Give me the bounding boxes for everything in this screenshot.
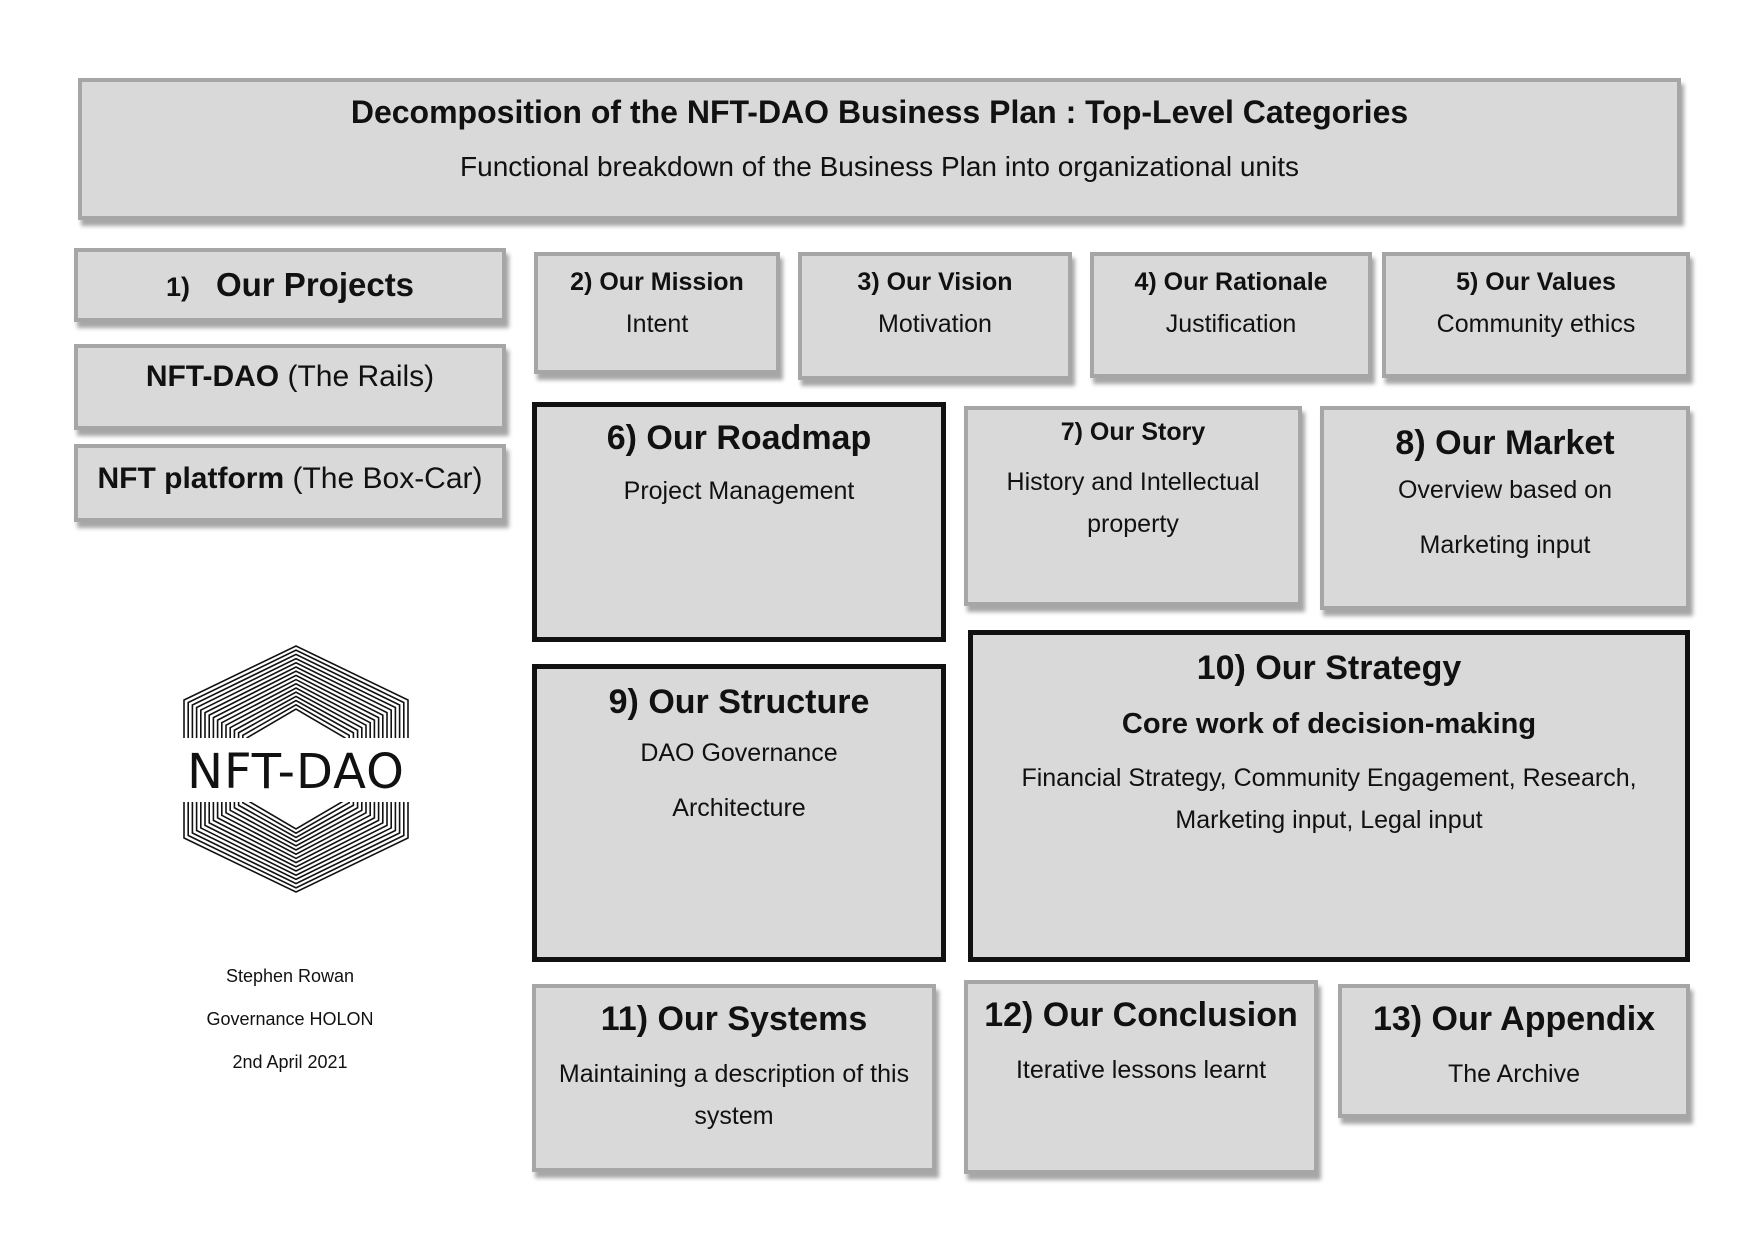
appendix-box: 13) Our Appendix The Archive [1338, 984, 1690, 1118]
market-box: 8) Our Market Overview based on Marketin… [1320, 406, 1690, 610]
logo-line [225, 790, 367, 851]
logo-line [208, 670, 384, 750]
systems-sub-1: Maintaining a description of this [558, 1060, 910, 1088]
logo-line [183, 645, 409, 750]
logo-line [212, 790, 380, 864]
logo-line [187, 649, 405, 750]
logo-line [221, 682, 371, 750]
structure-sub-1: DAO Governance [640, 739, 838, 767]
logo-line [200, 661, 392, 750]
logo-line [216, 790, 376, 860]
logo-line [195, 657, 397, 750]
project-item-name: NFT-DAO [145, 360, 280, 393]
logo-line [191, 790, 401, 885]
project-item-desc: (The Box-Car) [284, 462, 483, 495]
vision-box: 3) Our Vision Motivation [798, 252, 1072, 380]
structure-box: 9) Our Structure DAO Governance Architec… [532, 664, 946, 962]
projects-number: 1) [165, 272, 190, 302]
logo-line [225, 687, 367, 750]
appendix-title: 13) Our Appendix [1372, 1000, 1656, 1038]
values-sub: Community ethics [1436, 310, 1636, 338]
market-title: 8) Our Market [1395, 424, 1615, 462]
logo-text: NFT-DAO [187, 744, 405, 800]
author-date: 2nd April 2021 [232, 1052, 348, 1072]
diagram-subtitle: Functional breakdown of the Business Pla… [460, 151, 1299, 182]
roadmap-title: 6) Our Roadmap [606, 419, 872, 457]
strategy-box: 10) Our Strategy Core work of decision-m… [968, 630, 1690, 962]
logo-line [195, 790, 397, 881]
rationale-sub: Justification [1165, 310, 1297, 338]
strategy-title: 10) Our Strategy [1196, 649, 1462, 687]
project-item-name: NFT platform [97, 462, 285, 495]
diagram-title: Decomposition of the NFT-DAO Business Pl… [350, 94, 1409, 130]
projects-title: Our Projects [215, 266, 415, 303]
conclusion-sub: Iterative lessons learnt [1015, 1056, 1267, 1084]
logo-line [229, 790, 363, 847]
logo-line [229, 691, 363, 750]
story-sub-2: property [1087, 510, 1179, 538]
author-name: Stephen Rowan [225, 966, 355, 986]
logo-line [204, 790, 388, 872]
story-sub-1: History and Intellectual [1006, 468, 1260, 496]
logo-line [200, 790, 392, 877]
structure-sub-2: Architecture [672, 794, 806, 822]
market-sub-2: Marketing input [1419, 531, 1591, 559]
mission-sub: Intent [625, 310, 689, 338]
rationale-box: 4) Our Rationale Justification [1090, 252, 1372, 378]
logo-line [187, 790, 405, 889]
systems-sub-2: system [694, 1102, 774, 1130]
logo-line [204, 666, 388, 750]
logo-line [212, 674, 380, 750]
strategy-sub-2: Marketing input, Legal input [1175, 806, 1483, 834]
strategy-sub-1: Financial Strategy, Community Engagement… [1021, 764, 1637, 792]
appendix-sub: The Archive [1447, 1060, 1580, 1088]
project-item-nft-dao: NFT-DAO (The Rails) [74, 344, 506, 430]
logo-line [208, 790, 384, 868]
roadmap-box: 6) Our Roadmap Project Management [532, 402, 946, 642]
systems-title: 11) Our Systems [600, 1000, 868, 1038]
story-title: 7) Our Story [1060, 418, 1206, 446]
roadmap-sub: Project Management [623, 477, 855, 505]
project-item-desc: (The Rails) [279, 360, 435, 393]
values-box: 5) Our Values Community ethics [1382, 252, 1690, 378]
vision-sub: Motivation [878, 310, 992, 338]
market-sub-1: Overview based on [1397, 476, 1612, 504]
logo-line [183, 790, 409, 893]
nft-dao-logo: NFT-DAO [180, 645, 412, 893]
header-box: Decomposition of the NFT-DAO Business Pl… [78, 78, 1681, 220]
conclusion-box: 12) Our Conclusion Iterative lessons lea… [964, 980, 1318, 1174]
systems-box: 11) Our Systems Maintaining a descriptio… [532, 984, 936, 1172]
rationale-title: 4) Our Rationale [1134, 268, 1328, 296]
story-box: 7) Our Story History and Intellectual pr… [964, 406, 1302, 606]
strategy-subtitle: Core work of decision-making [1121, 708, 1537, 740]
projects-box: 1) Our Projects [74, 248, 506, 322]
logo-line [233, 695, 359, 750]
project-item-nft-platform: NFT platform (The Box-Car) [74, 444, 506, 522]
logo-line [191, 653, 401, 750]
conclusion-title: 12) Our Conclusion [984, 996, 1298, 1034]
structure-title: 9) Our Structure [608, 683, 870, 721]
logo-line [221, 790, 371, 856]
author-org: Governance HOLON [206, 1009, 374, 1029]
mission-title: 2) Our Mission [570, 268, 744, 296]
vision-title: 3) Our Vision [857, 268, 1013, 296]
logo-line [216, 678, 376, 750]
values-title: 5) Our Values [1456, 268, 1616, 296]
mission-box: 2) Our Mission Intent [534, 252, 780, 374]
